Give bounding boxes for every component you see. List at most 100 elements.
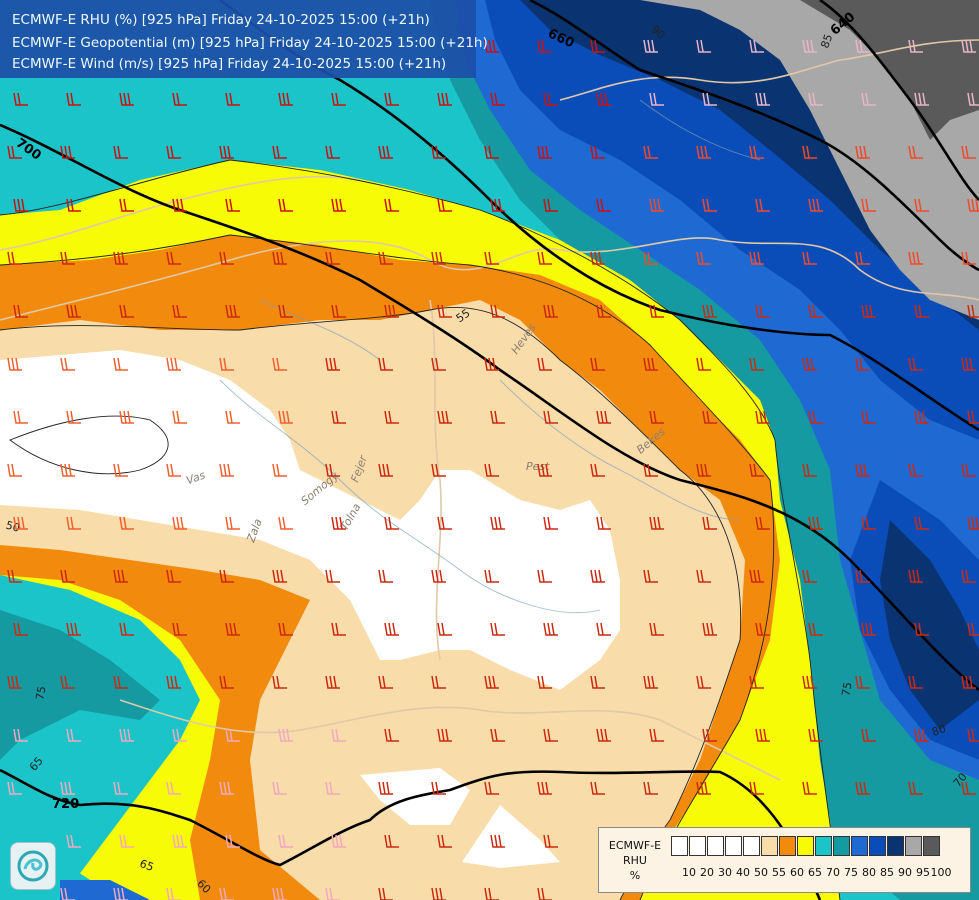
legend-swatch — [761, 836, 778, 856]
wind-barb — [119, 198, 134, 212]
wind-barb — [378, 357, 393, 371]
wind-barb — [908, 675, 923, 689]
wind-barb — [967, 198, 979, 212]
wind-barb — [543, 834, 558, 848]
title-geopotential: ECMWF-E Geopotential (m) [925 hPa] Frida… — [12, 35, 488, 51]
wind-barbs — [7, 39, 979, 900]
wind-barb — [7, 251, 22, 265]
wind-barb — [490, 834, 505, 848]
wind-barb — [961, 675, 976, 689]
wind-barb — [490, 92, 505, 106]
wind-barb — [755, 410, 770, 424]
wind-barb — [331, 304, 346, 318]
wind-barb — [490, 410, 505, 424]
wind-barb — [749, 145, 764, 159]
wind-barb — [855, 569, 870, 583]
wind-barb — [861, 198, 876, 212]
wind-barb — [378, 887, 393, 900]
rhu-band-95-100 — [800, 0, 979, 140]
wind-barb — [272, 887, 287, 900]
wind-barb — [590, 251, 605, 265]
wind-barb — [325, 569, 340, 583]
wind-barb — [914, 304, 929, 318]
wind-barb — [490, 516, 505, 530]
wind-barb — [802, 39, 817, 53]
wind-barb — [537, 145, 552, 159]
wind-barb — [855, 675, 870, 689]
wind-barb — [908, 569, 923, 583]
wind-barb — [484, 569, 499, 583]
legend-tick: 40 — [736, 866, 750, 879]
wind-barb — [649, 516, 664, 530]
rhu-pocket-2 — [462, 805, 560, 868]
wind-barb — [13, 92, 28, 106]
wind-barb — [755, 304, 770, 318]
wind-barb — [484, 887, 499, 900]
wind-barb — [113, 251, 128, 265]
wind-barb — [543, 92, 558, 106]
wind-barb — [431, 463, 446, 477]
wind-barb — [60, 887, 75, 900]
wind-barb — [961, 251, 976, 265]
wind-barb — [749, 463, 764, 477]
wind-barb — [225, 198, 240, 212]
wind-barb — [696, 145, 711, 159]
wind-barb — [113, 675, 128, 689]
wind-barb — [649, 304, 664, 318]
wind-barb — [749, 39, 764, 53]
wind-barb — [490, 622, 505, 636]
wind-barb — [378, 463, 393, 477]
wind-barb — [967, 410, 979, 424]
legend-title-var: RHU — [623, 854, 647, 867]
wind-barb — [278, 410, 293, 424]
legend-title-unit: % — [629, 869, 641, 882]
wind-barb — [219, 145, 234, 159]
wind-barb — [484, 781, 499, 795]
wind-barb — [914, 516, 929, 530]
wind-barb — [914, 92, 929, 106]
label-rhu-50: 50 — [4, 519, 21, 535]
legend-tick: 80 — [862, 866, 876, 879]
wind-barb — [325, 781, 340, 795]
wind-barb — [325, 675, 340, 689]
wind-barb — [325, 357, 340, 371]
wind-barb — [643, 569, 658, 583]
wind-barb — [590, 145, 605, 159]
wind-barb — [802, 675, 817, 689]
wind-barb — [172, 728, 187, 742]
wind-barb — [384, 92, 399, 106]
wind-barb — [119, 410, 134, 424]
wind-barb — [119, 304, 134, 318]
wind-barb — [278, 198, 293, 212]
wind-barb — [437, 834, 452, 848]
legend-tick: 55 — [772, 866, 786, 879]
wind-barb — [861, 728, 876, 742]
wind-barb — [696, 569, 711, 583]
legend-swatches — [671, 836, 941, 856]
provider-logo — [10, 842, 56, 890]
wind-barb — [643, 357, 658, 371]
wind-barb — [166, 569, 181, 583]
wind-barb — [808, 304, 823, 318]
wind-barb — [384, 304, 399, 318]
wind-barb — [696, 781, 711, 795]
wind-barb — [484, 463, 499, 477]
wind-barb — [696, 251, 711, 265]
wind-barb — [166, 145, 181, 159]
wind-barb — [219, 357, 234, 371]
wind-barb — [861, 410, 876, 424]
wind-barb — [596, 92, 611, 106]
wind-barb — [166, 463, 181, 477]
title-wind: ECMWF-E Wind (m/s) [925 hPa] Friday 24-1… — [12, 56, 447, 72]
wind-barb — [431, 145, 446, 159]
wind-barb — [60, 357, 75, 371]
legend-swatch — [887, 836, 904, 856]
legend-swatch — [833, 836, 850, 856]
wind-barb — [537, 887, 552, 900]
wind-barb — [225, 410, 240, 424]
wind-barb — [13, 304, 28, 318]
wind-barb — [272, 675, 287, 689]
wind-barb — [590, 781, 605, 795]
legend-swatch — [725, 836, 742, 856]
wind-barb — [543, 728, 558, 742]
